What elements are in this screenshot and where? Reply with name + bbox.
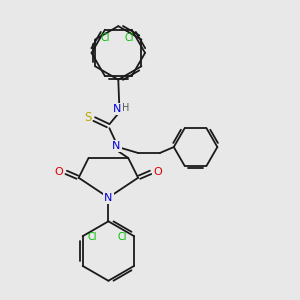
Text: O: O [154, 167, 162, 177]
Text: N: N [104, 193, 112, 202]
Text: Cl: Cl [118, 232, 127, 242]
Text: N: N [113, 104, 122, 114]
Text: Cl: Cl [125, 33, 134, 43]
Text: Cl: Cl [100, 33, 110, 43]
Text: N: N [112, 141, 121, 151]
Text: Cl: Cl [88, 232, 97, 242]
Text: S: S [84, 111, 91, 124]
Text: H: H [122, 103, 129, 113]
Text: O: O [55, 167, 63, 177]
